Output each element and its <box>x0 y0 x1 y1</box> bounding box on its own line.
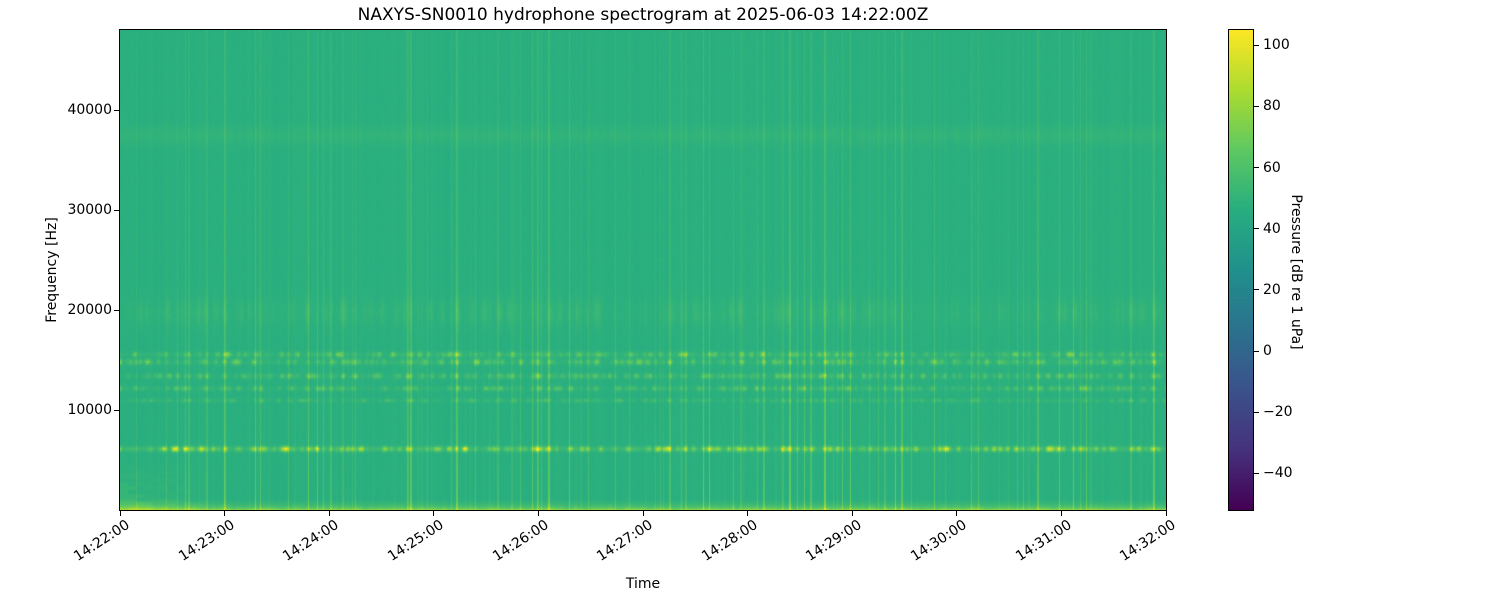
colorbar-tick-label: 60 <box>1263 159 1281 176</box>
x-tick-label-text: 14:28:00 <box>698 517 761 565</box>
spectrogram-heatmap <box>119 29 1167 511</box>
chart-title: NAXYS-SN0010 hydrophone spectrogram at 2… <box>357 5 929 25</box>
x-tick-label-text: 14:23:00 <box>175 517 238 565</box>
colorbar-tick-label: 40 <box>1263 220 1281 237</box>
colorbar-tick-mark <box>1254 289 1259 291</box>
y-tick-label: 10000 <box>67 402 112 418</box>
colorbar-tick-mark <box>1254 350 1259 352</box>
y-tick-mark <box>114 409 119 411</box>
y-tick-mark <box>114 309 119 311</box>
colorbar-tick-mark <box>1254 167 1259 169</box>
x-tick-label-text: 14:25:00 <box>385 517 447 565</box>
colorbar-tick-mark <box>1254 44 1259 46</box>
x-tick-mark <box>851 511 853 516</box>
x-tick-mark <box>747 511 749 516</box>
y-tick-label: 30000 <box>67 202 112 218</box>
colorbar-tick-label: 20 <box>1263 281 1281 298</box>
x-tick-mark <box>1060 511 1062 516</box>
x-tick-label-text: 14:31:00 <box>1012 517 1075 565</box>
y-tick-mark <box>114 209 119 211</box>
colorbar-tick-label: 80 <box>1263 98 1281 115</box>
colorbar-tick-label: −20 <box>1263 404 1293 421</box>
x-tick-mark <box>119 511 121 516</box>
x-tick-label-text: 14:27:00 <box>594 517 656 565</box>
colorbar-tick-label: 0 <box>1263 343 1272 360</box>
x-tick-mark <box>328 511 330 516</box>
colorbar-tick-mark <box>1254 472 1259 474</box>
x-tick-label-text: 14:30:00 <box>908 517 970 565</box>
colorbar-tick-label: −40 <box>1263 465 1293 482</box>
x-tick-mark <box>224 511 226 516</box>
y-tick-label: 40000 <box>67 102 112 118</box>
colorbar-tick-mark <box>1254 228 1259 230</box>
y-tick-mark <box>114 109 119 111</box>
x-tick-label-text: 14:26:00 <box>489 517 552 565</box>
x-tick-label-text: 14:29:00 <box>803 517 865 565</box>
colorbar-tick-label: 100 <box>1263 37 1290 54</box>
colorbar-tick-mark <box>1254 411 1259 413</box>
x-tick-mark <box>956 511 958 516</box>
colorbar-label: Pressure [dB re 1 uPa] <box>1288 194 1304 350</box>
x-tick-mark <box>1165 511 1167 516</box>
x-tick-mark <box>433 511 435 516</box>
x-tick-label-text: 14:24:00 <box>280 517 342 565</box>
x-tick-mark <box>642 511 644 516</box>
x-axis-label: Time <box>625 576 661 592</box>
colorbar-tick-mark <box>1254 105 1259 107</box>
x-tick-mark <box>537 511 539 516</box>
x-tick-label-text: 14:32:00 <box>1117 517 1179 565</box>
colorbar-gradient <box>1228 29 1254 511</box>
y-tick-label: 20000 <box>67 302 112 318</box>
x-tick-label-text: 14:22:00 <box>71 517 133 565</box>
